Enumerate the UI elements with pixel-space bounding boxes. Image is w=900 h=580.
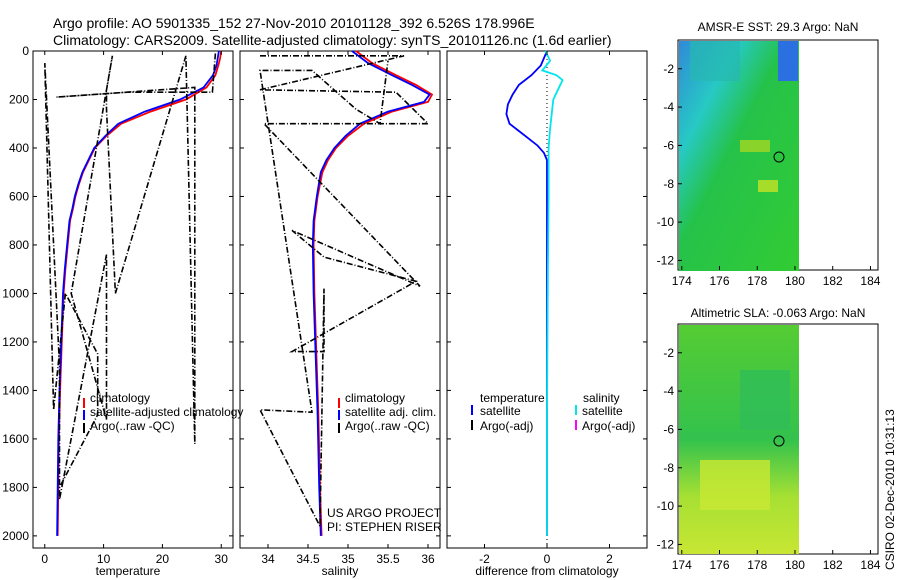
map-y-tick-label: -6: [663, 422, 674, 436]
salinity-panel: 34 34.5 35 35.5 36 salinity climatology sate…: [239, 50, 442, 578]
sla-map-patch: [740, 370, 790, 430]
temperature-axes: [32, 50, 234, 549]
y-tick-label: 1400: [2, 383, 29, 397]
temperature-legend-argo: Argo(..raw -QC): [90, 419, 175, 433]
y-tick-label: 0: [22, 44, 29, 58]
sst-float-marker: [773, 151, 785, 163]
sst-map-warm-patch: [778, 41, 798, 81]
sla-float-marker: [773, 435, 785, 447]
salinity-legend-climatology: climatology: [345, 391, 405, 405]
series-line-2-0: [505, 50, 548, 536]
sst-map-title: AMSR-E SST: 29.3 Argo: NaN: [698, 20, 859, 34]
header-line2: Climatology: CARS2009. Satellite-adjuste…: [53, 32, 611, 48]
series-line-2-1: [540, 50, 564, 536]
y-tick-label: 1600: [2, 432, 29, 446]
sst-map-warm-patch: [758, 180, 778, 192]
map-y-tick-label: -12: [657, 537, 675, 551]
map-x-tick-label: 174: [672, 274, 692, 288]
map-y-tick-label: -10: [657, 215, 675, 229]
map-x-tick-label: 178: [747, 558, 767, 572]
x-tick-label: 2: [606, 552, 613, 566]
salinity-xlabel: salinity: [322, 564, 359, 578]
x-tick-label: -2: [479, 552, 490, 566]
y-tick-label: 2000: [2, 529, 29, 543]
series-line-1-1: [311, 50, 431, 536]
y-tick-label: 400: [9, 141, 29, 155]
y-tick-label: 1200: [2, 335, 29, 349]
temperature-legend-satellite: satellite-adjusted climatology: [90, 405, 243, 419]
y-tick-label: 1000: [2, 286, 29, 300]
project-annotation: US ARGO PROJECT: [327, 506, 442, 520]
sla-map-panel: Altimetric SLA: -0.063 Argo: NaN 174 176 1…: [657, 306, 881, 572]
salinity-legend-argo: Argo(..raw -QC): [345, 419, 430, 433]
map-x-tick-label: 184: [860, 558, 880, 572]
salinity-legend-satellite: satellite adj. clim.: [345, 405, 436, 419]
difference-legend-temperature: temperature: [480, 391, 545, 405]
map-y-tick-label: -10: [657, 499, 675, 513]
x-tick-label: 0: [41, 552, 48, 566]
y-tick-label: 800: [9, 238, 29, 252]
map-y-tick-label: -6: [663, 138, 674, 152]
difference-legend-sal-argo: Argo(-adj): [582, 419, 635, 433]
difference-legend-temp-satellite: satellite: [480, 404, 521, 418]
x-tick-label: 20: [156, 552, 170, 566]
y-tick-label: 1800: [2, 480, 29, 494]
sst-map-panel: AMSR-E SST: 29.3 Argo: NaN 174 176 178 180 1…: [657, 20, 881, 288]
difference-legend-salinity: salinity: [583, 391, 620, 405]
x-tick-label: 34.5: [296, 552, 320, 566]
difference-panel: -2 0 2 difference from climatology tempera…: [446, 50, 648, 578]
x-tick-label: 0: [544, 552, 551, 566]
sla-map-patch: [700, 460, 770, 510]
sla-map-title: Altimetric SLA: -0.063 Argo: NaN: [691, 306, 866, 320]
x-tick-label: 35: [341, 552, 355, 566]
map-y-tick-label: -8: [663, 461, 674, 475]
series-line-0-2: [44, 53, 217, 500]
header-line1: Argo profile: AO 5901335_152 27-Nov-2010…: [53, 15, 535, 31]
map-y-tick-label: -2: [663, 62, 674, 76]
side-timestamp: CSIRO 02-Dec-2010 10:31:13: [883, 409, 897, 570]
sla-map-field: [679, 325, 799, 554]
temperature-legend-climatology: climatology: [90, 391, 150, 405]
y-tick-label: 600: [9, 189, 29, 203]
y-tick-label: 200: [9, 92, 29, 106]
map-x-tick-label: 176: [709, 558, 729, 572]
x-tick-label: 10: [97, 552, 111, 566]
map-x-tick-label: 178: [747, 274, 767, 288]
map-x-tick-label: 180: [785, 274, 805, 288]
series-line-0-1: [56, 50, 220, 536]
difference-legend-sal-satellite: satellite: [582, 404, 623, 418]
pi-annotation: PI: STEPHEN RISER: [327, 520, 442, 534]
map-x-tick-label: 176: [709, 274, 729, 288]
map-x-tick-label: 184: [860, 274, 880, 288]
map-y-tick-label: -4: [663, 100, 674, 114]
difference-xlabel: difference from climatology: [475, 564, 618, 578]
difference-legend-temp-argo: Argo(-adj): [480, 419, 533, 433]
map-x-tick-label: 182: [823, 558, 843, 572]
sst-map-warm-patch: [740, 140, 770, 152]
map-x-tick-label: 174: [672, 558, 692, 572]
temperature-panel: 0 10 20 30 0 200 400 600 800 1000 1200 1400 1600 1800…: [2, 44, 243, 578]
map-y-tick-label: -2: [663, 346, 674, 360]
map-y-tick-label: -12: [657, 253, 675, 267]
x-tick-label: 35.5: [376, 552, 400, 566]
map-x-tick-label: 180: [785, 558, 805, 572]
map-y-tick-label: -4: [663, 384, 674, 398]
sst-map-warm-patch: [690, 41, 740, 81]
series-line-0-0: [56, 50, 223, 536]
temperature-xlabel: temperature: [96, 564, 161, 578]
series-line-1-2: [258, 54, 430, 527]
difference-legend: temperature satellite Argo(-adj) salinit…: [471, 391, 635, 433]
x-tick-label: 30: [215, 552, 229, 566]
salinity-legend: climatology satellite adj. clim. Argo(..…: [338, 391, 436, 433]
salinity-axes: [239, 50, 441, 549]
x-tick-label: 34: [261, 552, 275, 566]
map-y-tick-label: -8: [663, 177, 674, 191]
map-x-tick-label: 182: [823, 274, 843, 288]
x-tick-label: 36: [421, 552, 435, 566]
temperature-legend: climatology satellite-adjusted climatolo…: [83, 391, 243, 433]
